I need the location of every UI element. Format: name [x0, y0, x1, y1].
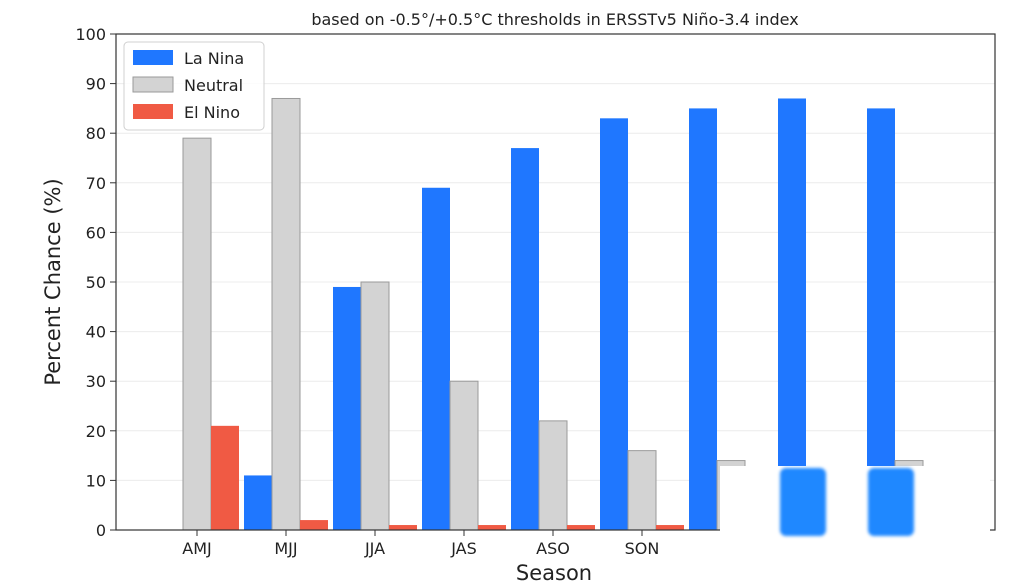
x-tick-label: SON	[625, 539, 660, 558]
y-axis-ticks: 0 10 20 30 40 50 60 70 80 90 100	[75, 25, 116, 540]
bar-neutral-jas	[449, 380, 479, 531]
y-tick-label: 90	[86, 75, 106, 94]
bar-la-nina-ndj	[778, 98, 806, 530]
legend: La Nina Neutral El Nino	[123, 41, 265, 131]
y-tick-label: 20	[86, 422, 106, 441]
bar-la-nina-aso	[511, 148, 539, 530]
bar-la-nina-jas	[422, 187, 450, 530]
y-tick-label: 60	[86, 223, 106, 242]
x-tick-label: ASO	[536, 539, 570, 558]
bar-el-nino-jas	[478, 525, 506, 530]
y-axis-label: Percent Chance (%)	[41, 178, 65, 385]
bar-el-nino-amj	[211, 425, 239, 530]
y-tick-label: 100	[75, 25, 106, 44]
bar-el-nino-son	[656, 525, 684, 530]
bars	[182, 97, 951, 531]
bar-neutral-amj	[182, 137, 212, 531]
x-axis-label: Season	[516, 561, 592, 584]
y-tick-label: 50	[86, 273, 106, 292]
x-tick-label: MJJ	[274, 539, 297, 558]
bar-la-nina-djf	[867, 108, 895, 531]
bar-el-nino-aso	[567, 525, 595, 530]
y-tick-label: 40	[86, 323, 106, 342]
legend-swatch	[133, 104, 173, 119]
y-tick-label: 70	[86, 174, 106, 193]
y-tick-label: 30	[86, 372, 106, 391]
bar-neutral-aso	[538, 420, 568, 531]
bar-smear-ndj	[780, 468, 826, 536]
bar-la-nina-son	[600, 118, 628, 530]
bar-el-nino-jja	[389, 525, 417, 530]
legend-swatch	[133, 50, 173, 65]
y-tick-label: 10	[86, 471, 106, 490]
image-occlusion	[720, 466, 990, 584]
legend-label: El Nino	[184, 103, 240, 122]
bar-neutral-mjj	[271, 97, 301, 531]
legend-swatch	[132, 76, 174, 93]
x-tick-label: JJA	[364, 539, 385, 558]
y-tick-label: 0	[96, 521, 106, 540]
bar-neutral-son	[627, 450, 657, 531]
bar-smear-djf	[868, 468, 914, 536]
chart-subtitle: based on -0.5°/+0.5°C thresholds in ERSS…	[311, 10, 798, 29]
legend-label: La Nina	[184, 49, 244, 68]
bar-la-nina-ond	[689, 108, 717, 531]
bar-el-nino-mjj	[300, 520, 328, 530]
x-tick-label: AMJ	[182, 539, 211, 558]
x-tick-label: JAS	[450, 539, 477, 558]
bar-la-nina-jja	[333, 286, 361, 530]
bar-la-nina-mjj	[244, 475, 272, 530]
bar-neutral-jja	[360, 281, 390, 531]
legend-label: Neutral	[184, 76, 243, 95]
y-tick-label: 80	[86, 124, 106, 143]
